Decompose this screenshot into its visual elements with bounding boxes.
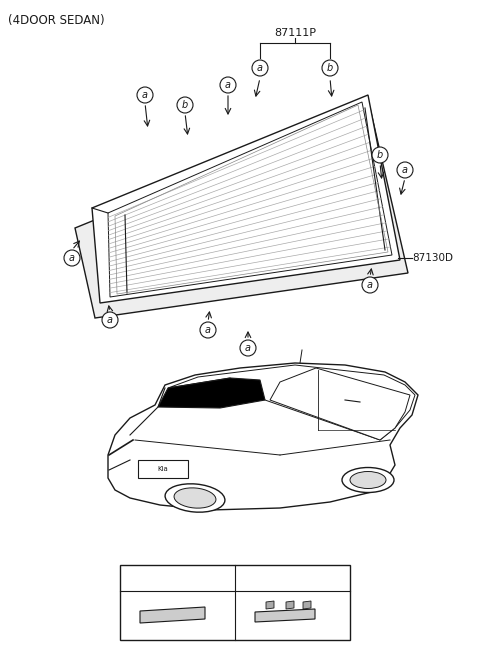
Circle shape [220, 77, 236, 93]
Polygon shape [140, 607, 205, 623]
Circle shape [177, 97, 193, 113]
Polygon shape [158, 378, 265, 408]
Ellipse shape [165, 484, 225, 512]
Text: b: b [377, 150, 383, 160]
Circle shape [322, 60, 338, 76]
Polygon shape [75, 108, 408, 318]
Circle shape [240, 340, 256, 356]
Circle shape [102, 312, 118, 328]
Text: a: a [225, 80, 231, 90]
Circle shape [200, 322, 216, 338]
Text: a: a [402, 165, 408, 175]
Circle shape [372, 147, 388, 163]
Polygon shape [270, 368, 410, 440]
Text: a: a [142, 90, 148, 100]
Text: (4DOOR SEDAN): (4DOOR SEDAN) [8, 14, 105, 27]
Text: a: a [367, 280, 373, 290]
Circle shape [252, 60, 268, 76]
Ellipse shape [350, 472, 386, 489]
Text: a: a [205, 325, 211, 335]
Ellipse shape [174, 488, 216, 508]
Text: 87130D: 87130D [412, 253, 453, 263]
Text: 86124D: 86124D [144, 573, 188, 583]
Text: 87864: 87864 [259, 573, 295, 583]
Polygon shape [108, 102, 392, 297]
Text: a: a [129, 573, 135, 583]
Circle shape [64, 250, 80, 266]
Text: a: a [69, 253, 75, 263]
Bar [138, 460, 188, 478]
Text: 87111P: 87111P [274, 28, 316, 38]
Polygon shape [168, 365, 415, 440]
Text: b: b [327, 63, 333, 73]
Polygon shape [108, 363, 418, 510]
Polygon shape [303, 601, 311, 609]
Bar [120, 565, 350, 640]
Polygon shape [92, 95, 400, 303]
Text: a: a [245, 343, 251, 353]
Text: a: a [107, 315, 113, 325]
Circle shape [125, 571, 139, 585]
Polygon shape [286, 601, 294, 609]
Circle shape [240, 571, 254, 585]
Polygon shape [255, 609, 315, 622]
Circle shape [137, 87, 153, 103]
Text: Kia: Kia [157, 466, 168, 472]
Text: b: b [244, 573, 250, 583]
Text: b: b [182, 100, 188, 110]
Text: a: a [257, 63, 263, 73]
Ellipse shape [342, 468, 394, 493]
Circle shape [397, 162, 413, 178]
Circle shape [362, 277, 378, 293]
Polygon shape [266, 601, 274, 609]
